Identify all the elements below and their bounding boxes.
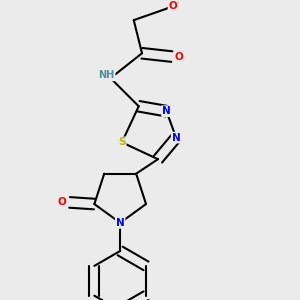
Text: N: N xyxy=(116,218,124,228)
Text: O: O xyxy=(175,52,184,61)
Text: O: O xyxy=(169,1,177,11)
Text: O: O xyxy=(58,197,67,207)
Text: NH: NH xyxy=(98,70,115,80)
Text: N: N xyxy=(162,106,171,116)
Text: N: N xyxy=(172,133,180,142)
Text: S: S xyxy=(118,137,126,147)
